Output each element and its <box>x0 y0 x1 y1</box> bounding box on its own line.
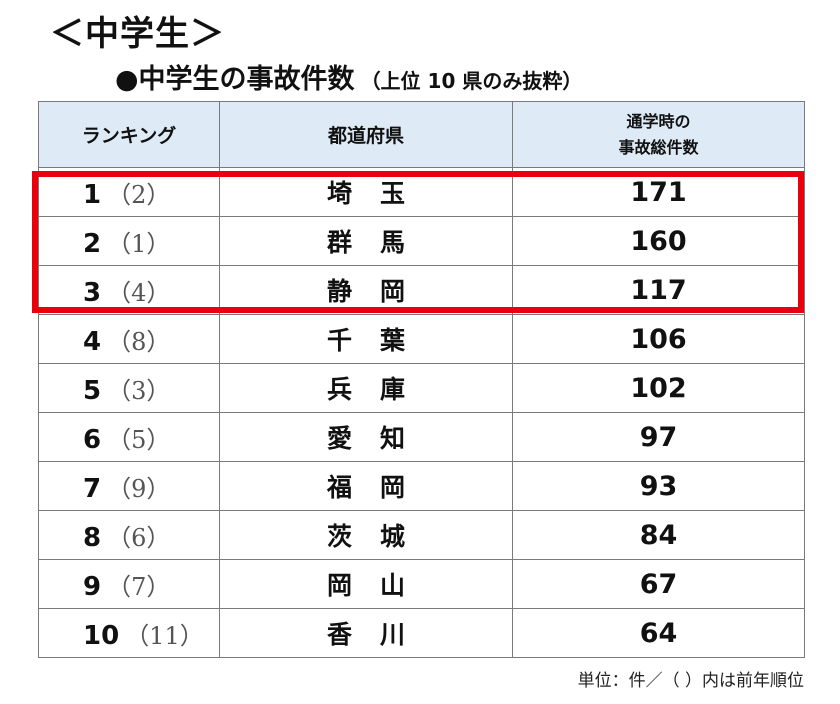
rank-number: 5 <box>83 375 102 406</box>
prefecture-cell: 兵庫 <box>219 363 513 413</box>
table-row: 9 （7） 岡山 67 <box>38 559 805 609</box>
prefecture-cell: 千葉 <box>219 314 513 364</box>
header-accident-count-line1: 通学時の <box>626 111 691 131</box>
previous-rank: （7） <box>107 572 171 601</box>
prefecture-char: 香 <box>326 620 352 649</box>
table-title-note: （上位 10 県のみ抜粋） <box>360 69 583 93</box>
rank-cell: 4 （8） <box>38 314 220 364</box>
previous-rank: （9） <box>107 474 171 503</box>
rank-number: 6 <box>83 424 102 455</box>
table-header-row: ランキング 都道府県 通学時の 事故総件数 <box>38 101 805 168</box>
prefecture-char: 庫 <box>380 375 406 404</box>
table-title: ●中学生の事故件数 （上位 10 県のみ抜粋） <box>115 57 582 96</box>
header-accident-count: 通学時の 事故総件数 <box>512 101 805 168</box>
previous-rank: （4） <box>107 278 171 307</box>
prefecture-char: 埼 <box>326 179 352 208</box>
table-title-main: ●中学生の事故件数 <box>115 64 355 95</box>
rank-cell: 3 （4） <box>38 265 220 315</box>
prefecture-char: 川 <box>380 620 406 649</box>
rank-number: 1 <box>83 179 102 210</box>
previous-rank: （5） <box>107 425 171 454</box>
header-accident-count-line2: 事故総件数 <box>618 137 699 157</box>
prefecture-cell: 愛知 <box>219 412 513 462</box>
prefecture-cell: 香川 <box>219 608 513 658</box>
prefecture-cell: 群馬 <box>219 216 513 266</box>
rank-cell: 8 （6） <box>38 510 220 560</box>
previous-rank: （2） <box>107 180 171 209</box>
prefecture-char: 城 <box>380 522 406 551</box>
rank-number: 4 <box>83 326 102 357</box>
rank-number: 2 <box>83 228 102 259</box>
table-row: 8 （6） 茨城 84 <box>38 510 805 560</box>
table-row: 2 （1） 群馬 160 <box>38 216 805 266</box>
rank-cell: 9 （7） <box>38 559 220 609</box>
table-row: 10 （11） 香川 64 <box>38 608 805 658</box>
prefecture-char: 福 <box>326 473 352 502</box>
prefecture-char: 岡 <box>380 473 406 502</box>
previous-rank: （11） <box>125 621 204 650</box>
header-prefecture: 都道府県 <box>219 101 513 168</box>
rank-cell: 10 （11） <box>38 608 220 658</box>
rank-cell: 7 （9） <box>38 461 220 511</box>
prefecture-char: 葉 <box>380 326 406 355</box>
table-row: 6 （5） 愛知 97 <box>38 412 805 462</box>
accident-count-cell: 106 <box>512 314 805 364</box>
accident-count-cell: 93 <box>512 461 805 511</box>
table-row: 4 （8） 千葉 106 <box>38 314 805 364</box>
accident-count-cell: 171 <box>512 167 805 217</box>
previous-rank: （8） <box>107 327 171 356</box>
rank-number: 9 <box>83 571 102 602</box>
table-row: 5 （3） 兵庫 102 <box>38 363 805 413</box>
previous-rank: （1） <box>107 229 171 258</box>
prefecture-char: 静 <box>326 277 352 306</box>
prefecture-char: 岡 <box>326 571 352 600</box>
rank-number: 10 <box>83 620 120 651</box>
rank-cell: 1 （2） <box>38 167 220 217</box>
prefecture-char: 茨 <box>326 522 352 551</box>
header-ranking: ランキング <box>38 101 220 168</box>
table-row: 7 （9） 福岡 93 <box>38 461 805 511</box>
accident-count-cell: 84 <box>512 510 805 560</box>
prefecture-cell: 茨城 <box>219 510 513 560</box>
previous-rank: （3） <box>107 376 171 405</box>
page-heading: ＜中学生＞ <box>50 14 225 54</box>
prefecture-char: 千 <box>326 326 352 355</box>
rank-cell: 6 （5） <box>38 412 220 462</box>
accident-count-cell: 67 <box>512 559 805 609</box>
rank-number: 7 <box>83 473 102 504</box>
accident-count-cell: 64 <box>512 608 805 658</box>
prefecture-char: 馬 <box>380 228 406 257</box>
previous-rank: （6） <box>107 523 171 552</box>
prefecture-cell: 埼玉 <box>219 167 513 217</box>
rank-cell: 5 （3） <box>38 363 220 413</box>
accident-count-cell: 102 <box>512 363 805 413</box>
prefecture-cell: 岡山 <box>219 559 513 609</box>
prefecture-char: 兵 <box>326 375 352 404</box>
accident-count-cell: 117 <box>512 265 805 315</box>
prefecture-char: 玉 <box>380 179 406 208</box>
prefecture-char: 知 <box>380 424 406 453</box>
prefecture-char: 愛 <box>326 424 352 453</box>
ranking-table: ランキング 都道府県 通学時の 事故総件数 1 （2） 埼玉 171 2 （1） 群… <box>38 101 805 658</box>
table-row: 3 （4） 静岡 117 <box>38 265 805 315</box>
prefecture-char: 群 <box>326 228 352 257</box>
accident-count-cell: 97 <box>512 412 805 462</box>
prefecture-cell: 静岡 <box>219 265 513 315</box>
rank-number: 8 <box>83 522 102 553</box>
prefecture-cell: 福岡 <box>219 461 513 511</box>
table-row: 1 （2） 埼玉 171 <box>38 167 805 217</box>
footnote: 単位：件／（ ）内は前年順位 <box>577 671 804 691</box>
rank-number: 3 <box>83 277 102 308</box>
accident-count-cell: 160 <box>512 216 805 266</box>
prefecture-char: 山 <box>380 571 406 600</box>
prefecture-char: 岡 <box>380 277 406 306</box>
rank-cell: 2 （1） <box>38 216 220 266</box>
